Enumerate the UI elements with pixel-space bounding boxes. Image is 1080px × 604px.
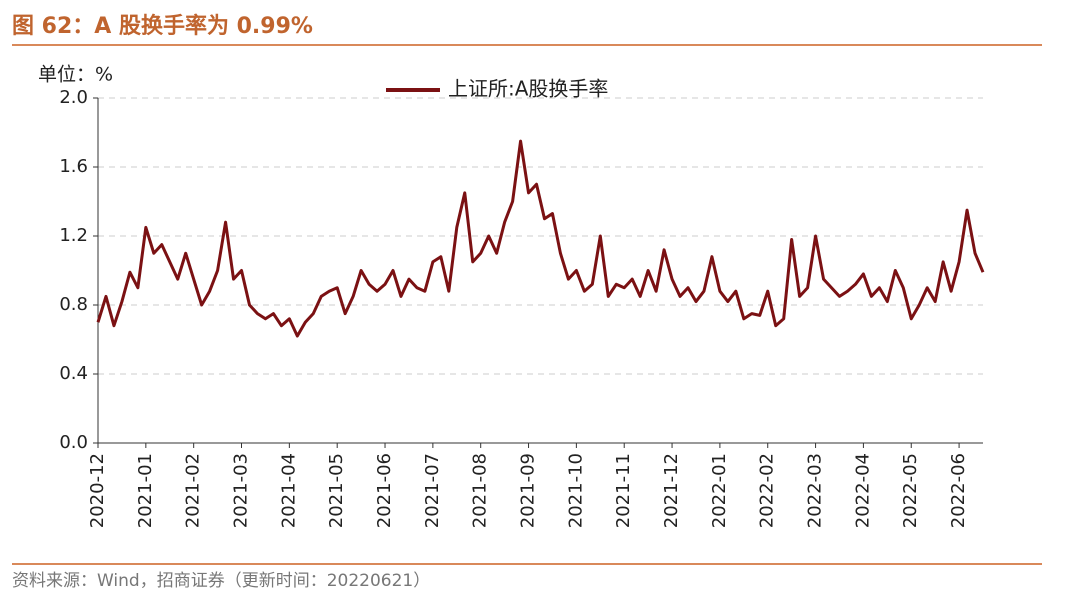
x-tick-label: 2022-05 [900, 453, 921, 528]
x-tick-label: 2021-05 [326, 453, 347, 528]
legend-label: 上证所:A股换手率 [448, 77, 608, 101]
x-tick-label: 2022-02 [757, 453, 778, 528]
source-note: 资料来源：Wind，招商证券（更新时间：20220621） [12, 571, 430, 591]
y-tick-label: 1.2 [59, 225, 88, 246]
x-tick-label: 2020-12 [87, 453, 108, 528]
page-title: 图 62：A 股换手率为 0.99% [12, 13, 313, 39]
series-line [96, 139, 985, 338]
x-tick-label: 2021-12 [661, 453, 682, 528]
x-tick-label: 2021-09 [518, 453, 539, 528]
x-tick-label: 2022-04 [852, 453, 873, 528]
y-tick-label: 2.0 [59, 87, 88, 108]
x-tick-label: 2021-08 [470, 453, 491, 528]
unit-label: 单位：% [38, 64, 113, 86]
x-tick-label: 2021-11 [613, 453, 634, 528]
x-tick-label: 2022-03 [805, 453, 826, 528]
x-tick-label: 2021-10 [565, 453, 586, 528]
x-tick-label: 2021-03 [231, 453, 252, 528]
x-tick-label: 2021-01 [135, 453, 156, 528]
x-tick-label: 2022-06 [948, 453, 969, 528]
x-tick-label: 2021-04 [278, 453, 299, 528]
x-tick-label: 2021-07 [422, 453, 443, 528]
x-tick-label: 2021-06 [374, 453, 395, 528]
y-tick-label: 1.6 [59, 156, 88, 177]
x-tick-label: 2021-02 [183, 453, 204, 528]
y-tick-label: 0.0 [59, 432, 88, 453]
y-tick-label: 0.8 [59, 294, 88, 315]
x-tick-label: 2022-01 [709, 453, 730, 528]
y-tick-label: 0.4 [59, 363, 88, 384]
